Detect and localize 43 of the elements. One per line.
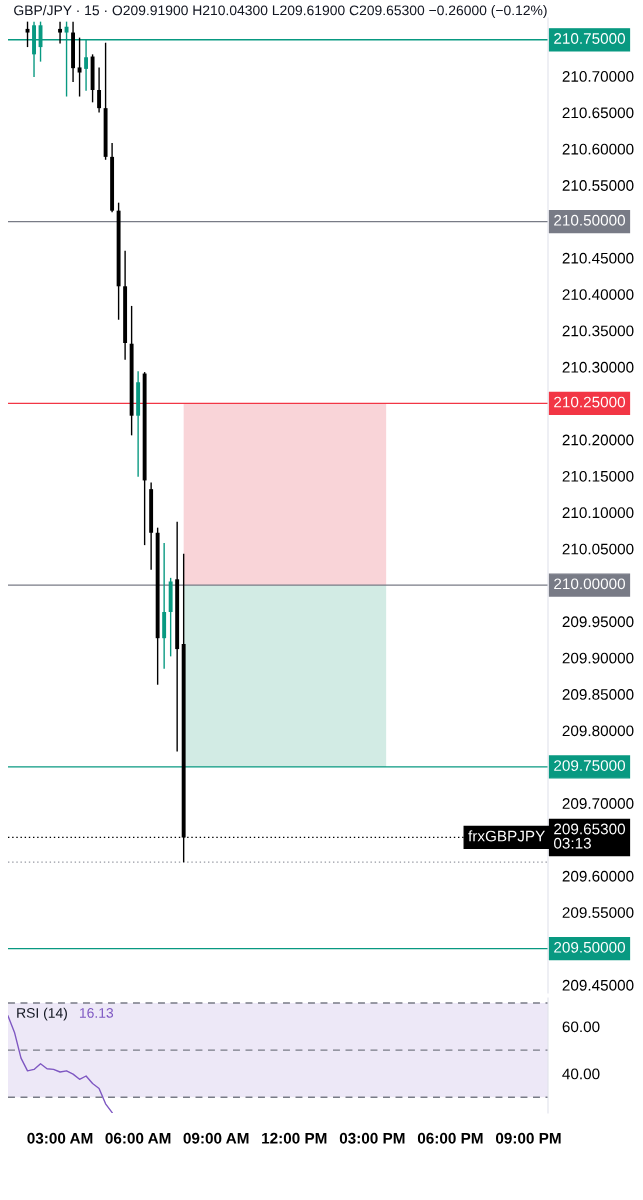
y-tick-label: 210.05000 — [562, 543, 634, 555]
y-tick-label: 210.65000 — [562, 107, 634, 119]
y-tick-label: 60.00 — [562, 1021, 600, 1033]
chart-title: GBP/JPY · 15 · O209.91900 H210.04300 L209.61900 C209.65300 −0.26000 (−0.12%) — [14, 5, 547, 18]
y-tick-label: 210.30000 — [562, 361, 634, 373]
y-tick-label: 210.55000 — [562, 180, 634, 191]
candlestick — [77, 36, 82, 98]
x-tick-label: 09:00 PM — [495, 1132, 561, 1144]
x-tick-label: 12:00 PM — [262, 1132, 327, 1144]
x-tick-label: 06:00 AM — [105, 1132, 171, 1144]
x-tick-label: 03:00 PM — [339, 1132, 405, 1144]
y-tick-label: 210.70000 — [562, 71, 634, 82]
y-tick-label: 209.45000 — [562, 979, 634, 991]
y-tick-label: 209.80000 — [562, 725, 634, 737]
y-tick-label: 209.55000 — [562, 907, 634, 918]
candlestick — [97, 66, 102, 114]
y-tick-label: 210.45000 — [562, 252, 634, 264]
y-tick-label: 40.00 — [562, 1068, 600, 1080]
ref-line-label: 210.25000 — [554, 396, 626, 408]
x-tick-label: 06:00 PM — [417, 1132, 483, 1144]
y-tick-label: 209.90000 — [562, 652, 634, 664]
annotation: 16.13 — [79, 1007, 114, 1018]
ref-line-label: 210.00000 — [554, 578, 626, 590]
candlestick — [58, 20, 62, 45]
y-tick-label: 210.35000 — [562, 325, 634, 337]
y-tick-label: 210.10000 — [562, 507, 634, 519]
ref-line-label: 210.50000 — [554, 214, 626, 226]
ref-line-label: 209.75000 — [554, 760, 626, 771]
y-tick-label: 209.85000 — [562, 689, 634, 700]
y-tick-label: 209.95000 — [562, 616, 634, 628]
y-tick-label: 209.70000 — [562, 798, 634, 809]
ref-line-label: 209.65300 03:13 — [554, 823, 626, 849]
y-tick-label: 209.60000 — [562, 870, 634, 882]
text: RSI (14) — [17, 1007, 67, 1021]
y-tick-label: 210.40000 — [562, 289, 634, 300]
x-tick-label: 03:00 AM — [27, 1132, 93, 1144]
y-tick-label: 210.60000 — [562, 143, 634, 155]
y-tick-label: 210.20000 — [562, 434, 634, 446]
ref-line-label: 210.75000 — [554, 33, 626, 44]
y-tick-label: 210.15000 — [562, 470, 634, 482]
ref-line-label: 209.50000 — [554, 941, 626, 953]
annotation: frxGBPJPY — [468, 830, 545, 842]
x-tick-label: 09:00 AM — [183, 1132, 249, 1144]
